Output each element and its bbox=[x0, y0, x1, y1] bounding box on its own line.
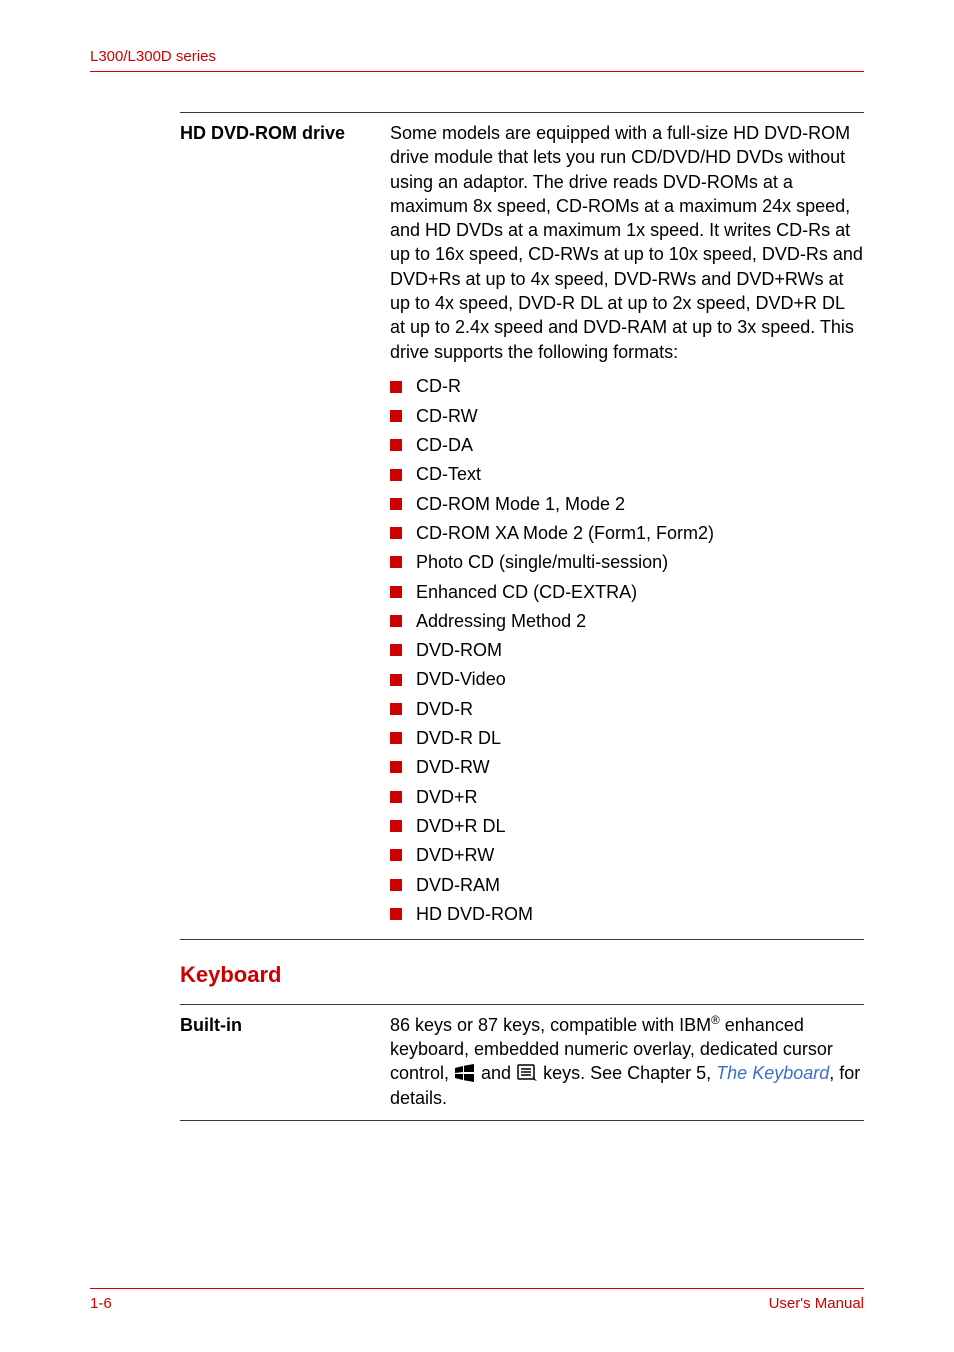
keyboard-link[interactable]: The Keyboard bbox=[716, 1063, 829, 1083]
list-item-label: DVD+RW bbox=[416, 843, 494, 867]
list-item-label: HD DVD-ROM bbox=[416, 902, 533, 926]
list-item: CD-R bbox=[390, 372, 864, 401]
bullet-square-icon bbox=[390, 908, 402, 920]
list-item: CD-ROM Mode 1, Mode 2 bbox=[390, 489, 864, 518]
footer-page-number: 1-6 bbox=[90, 1295, 112, 1312]
list-item-label: DVD-RAM bbox=[416, 873, 500, 897]
bullet-square-icon bbox=[390, 791, 402, 803]
header-series: L300/L300D series bbox=[90, 48, 864, 65]
bullet-square-icon bbox=[390, 556, 402, 568]
list-item: Addressing Method 2 bbox=[390, 606, 864, 635]
windows-key-icon bbox=[454, 1064, 476, 1082]
bullet-square-icon bbox=[390, 381, 402, 393]
list-item: DVD-R bbox=[390, 694, 864, 723]
list-item-label: DVD-RW bbox=[416, 755, 490, 779]
bullet-square-icon bbox=[390, 879, 402, 891]
list-item-label: CD-Text bbox=[416, 462, 481, 486]
list-item-label: CD-RW bbox=[416, 404, 478, 428]
keyboard-builtin-body: 86 keys or 87 keys, compatible with IBM®… bbox=[390, 1013, 864, 1110]
footer-rule bbox=[90, 1288, 864, 1289]
bullet-square-icon bbox=[390, 820, 402, 832]
bullet-square-icon bbox=[390, 527, 402, 539]
list-item: DVD-RAM bbox=[390, 870, 864, 899]
list-item: CD-ROM XA Mode 2 (Form1, Form2) bbox=[390, 518, 864, 547]
spec-hd-dvd-desc: Some models are equipped with a full-siz… bbox=[390, 121, 864, 364]
bullet-square-icon bbox=[390, 586, 402, 598]
list-item-label: Photo CD (single/multi-session) bbox=[416, 550, 668, 574]
list-item: DVD+RW bbox=[390, 841, 864, 870]
header-rule bbox=[90, 71, 864, 72]
list-item-label: DVD-R bbox=[416, 697, 473, 721]
list-item-label: DVD-ROM bbox=[416, 638, 502, 662]
menu-key-icon bbox=[516, 1064, 538, 1082]
list-item-label: CD-ROM Mode 1, Mode 2 bbox=[416, 492, 625, 516]
footer: 1-6 User's Manual bbox=[90, 1288, 864, 1312]
list-item: CD-DA bbox=[390, 431, 864, 460]
bullet-square-icon bbox=[390, 439, 402, 451]
list-item-label: CD-DA bbox=[416, 433, 473, 457]
list-item: DVD-ROM bbox=[390, 636, 864, 665]
spec-top-rule bbox=[180, 112, 864, 113]
keyboard-top-rule bbox=[180, 1004, 864, 1005]
list-item-label: CD-ROM XA Mode 2 (Form1, Form2) bbox=[416, 521, 714, 545]
list-item: DVD-Video bbox=[390, 665, 864, 694]
spec-hd-dvd-body: Some models are equipped with a full-siz… bbox=[390, 121, 864, 929]
bullet-square-icon bbox=[390, 410, 402, 422]
keyboard-bottom-rule bbox=[180, 1120, 864, 1121]
footer-manual-label: User's Manual bbox=[769, 1295, 864, 1312]
list-item-label: CD-R bbox=[416, 374, 461, 398]
bullet-square-icon bbox=[390, 498, 402, 510]
list-item: CD-Text bbox=[390, 460, 864, 489]
bullet-square-icon bbox=[390, 703, 402, 715]
list-item: DVD-RW bbox=[390, 753, 864, 782]
spec-hd-dvd-list: CD-R CD-RW CD-DA CD-Text CD-ROM Mode 1, Mode… bbox=[390, 372, 864, 929]
list-item: DVD+R DL bbox=[390, 811, 864, 840]
bullet-square-icon bbox=[390, 732, 402, 744]
spec-hd-dvd-label: HD DVD-ROM drive bbox=[180, 121, 380, 929]
list-item-label: DVD-Video bbox=[416, 667, 506, 691]
list-item: DVD+R bbox=[390, 782, 864, 811]
bullet-square-icon bbox=[390, 849, 402, 861]
list-item: CD-RW bbox=[390, 401, 864, 430]
list-item-label: Enhanced CD (CD-EXTRA) bbox=[416, 580, 637, 604]
spec-bottom-rule bbox=[180, 939, 864, 940]
list-item-label: DVD+R bbox=[416, 785, 478, 809]
kb-reg: ® bbox=[711, 1014, 720, 1027]
kb-desc-and: and bbox=[476, 1063, 516, 1083]
bullet-square-icon bbox=[390, 615, 402, 627]
list-item-label: DVD-R DL bbox=[416, 726, 501, 750]
kb-desc-keys-suffix: keys. See Chapter 5, bbox=[538, 1063, 716, 1083]
bullet-square-icon bbox=[390, 761, 402, 773]
list-item: Photo CD (single/multi-session) bbox=[390, 548, 864, 577]
list-item-label: DVD+R DL bbox=[416, 814, 506, 838]
spec-hd-dvd-row: HD DVD-ROM drive Some models are equippe… bbox=[180, 121, 864, 929]
list-item-label: Addressing Method 2 bbox=[416, 609, 586, 633]
list-item: DVD-R DL bbox=[390, 724, 864, 753]
keyboard-heading: Keyboard bbox=[180, 962, 864, 988]
list-item: HD DVD-ROM bbox=[390, 899, 864, 928]
keyboard-builtin-label: Built-in bbox=[180, 1013, 380, 1110]
bullet-square-icon bbox=[390, 469, 402, 481]
kb-desc-pre: 86 keys or 87 keys, compatible with IBM bbox=[390, 1015, 711, 1035]
keyboard-row: Built-in 86 keys or 87 keys, compatible … bbox=[180, 1013, 864, 1110]
list-item: Enhanced CD (CD-EXTRA) bbox=[390, 577, 864, 606]
bullet-square-icon bbox=[390, 674, 402, 686]
bullet-square-icon bbox=[390, 644, 402, 656]
